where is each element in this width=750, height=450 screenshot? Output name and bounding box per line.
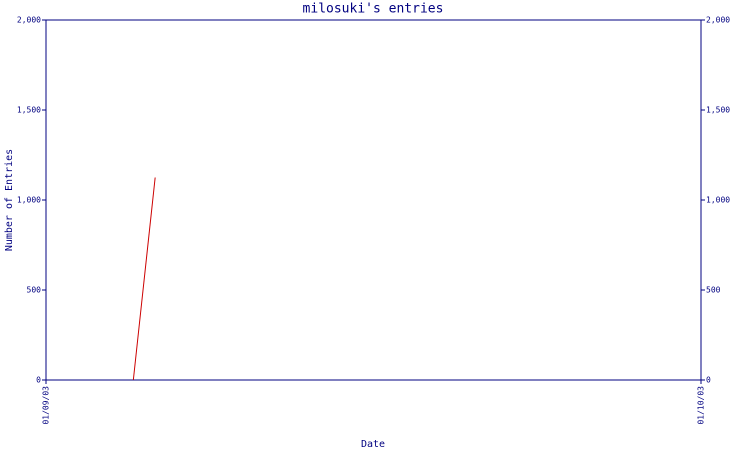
y2-tick-label: 1,000 [706,196,730,205]
x-axis-label: Date [361,439,385,450]
y2-tick-label: 500 [706,286,721,295]
data-line [132,177,156,381]
y2-tick-label: 1,500 [706,106,730,115]
y2-tick-label: 0 [706,376,711,385]
x-tick-label: 01/10/03 [697,386,706,425]
y-tick-label: 0 [36,376,41,385]
y-tick-label: 500 [27,286,42,295]
y-tick-label: 1,000 [17,196,41,205]
y-tick-label: 1,500 [17,106,41,115]
plot-frame [45,19,702,381]
chart-title: milosuki's entries [303,2,444,17]
y-tick-label: 2,000 [17,16,41,25]
y2-tick-label: 2,000 [706,16,730,25]
x-tick-label: 01/09/03 [42,386,51,425]
y-axis-label: Number of Entries [4,149,15,251]
